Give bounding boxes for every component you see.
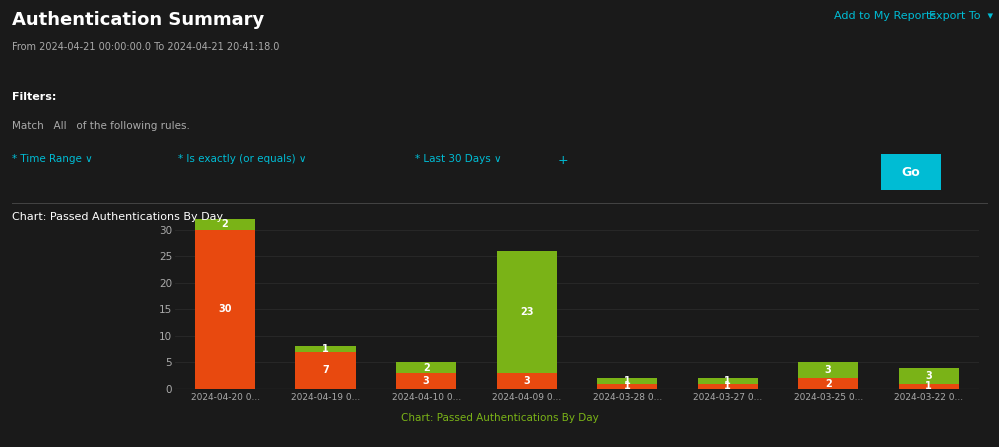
Bar [899, 367, 959, 384]
Text: 30: 30 [219, 304, 232, 314]
Bar [597, 384, 657, 389]
Text: 3: 3 [523, 376, 530, 386]
Text: Match   All   of the following rules.: Match All of the following rules. [12, 121, 190, 131]
Text: 23: 23 [519, 307, 533, 317]
Text: 2: 2 [222, 219, 229, 229]
Bar [396, 363, 457, 373]
Bar [899, 384, 959, 389]
Text: * Time Range ∨: * Time Range ∨ [12, 154, 93, 164]
Text: Go: Go [902, 165, 920, 179]
Text: From 2024-04-21 00:00:00.0 To 2024-04-21 20:41:18.0: From 2024-04-21 00:00:00.0 To 2024-04-21… [12, 42, 280, 52]
Text: Filters:: Filters: [12, 92, 56, 101]
Text: Export To  ▾: Export To ▾ [929, 11, 993, 21]
Bar [195, 230, 255, 389]
Bar [798, 378, 858, 389]
Text: Authentication Summary: Authentication Summary [12, 11, 265, 29]
Bar [296, 346, 356, 352]
Text: 1: 1 [724, 381, 731, 391]
Text: Add to My Reports: Add to My Reports [834, 11, 936, 21]
Text: 1: 1 [623, 381, 630, 391]
Text: 1: 1 [323, 344, 329, 354]
Text: 3: 3 [825, 365, 831, 375]
Bar [697, 384, 758, 389]
Text: 2: 2 [423, 363, 430, 373]
Bar [396, 373, 457, 389]
Text: +: + [557, 154, 568, 167]
Bar [296, 352, 356, 389]
Text: * Is exactly (or equals) ∨: * Is exactly (or equals) ∨ [178, 154, 307, 164]
Text: 1: 1 [724, 376, 731, 386]
Text: Chart: Passed Authentications By Day: Chart: Passed Authentications By Day [401, 413, 598, 423]
Text: Chart: Passed Authentications By Day: Chart: Passed Authentications By Day [12, 212, 223, 222]
Text: 2: 2 [825, 379, 831, 388]
Bar [497, 373, 556, 389]
Bar [597, 378, 657, 384]
Text: 3: 3 [423, 376, 430, 386]
Text: 7: 7 [323, 365, 329, 375]
Text: 1: 1 [925, 381, 932, 391]
Bar [697, 378, 758, 384]
Bar [497, 251, 556, 373]
Text: 3: 3 [925, 371, 932, 380]
Bar [798, 363, 858, 378]
Text: * Last 30 Days ∨: * Last 30 Days ∨ [415, 154, 501, 164]
Text: 1: 1 [623, 376, 630, 386]
Bar [195, 219, 255, 230]
